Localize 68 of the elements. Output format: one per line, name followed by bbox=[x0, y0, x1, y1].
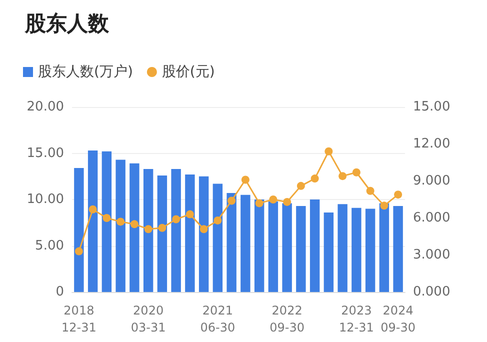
point bbox=[130, 220, 138, 228]
point bbox=[228, 196, 236, 205]
y-tick-label: 5.00 bbox=[35, 238, 64, 254]
bar bbox=[130, 163, 140, 292]
bar bbox=[379, 203, 390, 292]
point bbox=[310, 174, 319, 183]
bar bbox=[240, 194, 250, 292]
bar bbox=[338, 204, 348, 292]
y2-tick-label: 15.00 bbox=[413, 100, 450, 114]
legend-label: 股价(元) bbox=[162, 64, 215, 80]
bar bbox=[198, 176, 209, 292]
point bbox=[394, 190, 402, 199]
bar bbox=[268, 201, 278, 292]
bar bbox=[171, 168, 181, 292]
point bbox=[324, 147, 333, 156]
point bbox=[296, 182, 305, 190]
y-tick-label: 15.00 bbox=[26, 146, 64, 161]
point bbox=[380, 202, 388, 210]
chart-title: 股东人数 bbox=[24, 12, 110, 36]
point bbox=[186, 210, 194, 218]
point bbox=[241, 176, 250, 184]
x-tick-label: 2024 09-30 bbox=[380, 304, 416, 334]
point bbox=[172, 215, 180, 224]
y-tick-label: 0 bbox=[56, 284, 64, 300]
bar bbox=[310, 200, 320, 292]
bar bbox=[296, 206, 306, 292]
x-tick-label: 2022 09-30 bbox=[270, 304, 304, 334]
point bbox=[214, 216, 222, 224]
point bbox=[102, 214, 111, 222]
y2-tick-label: 6.000 bbox=[413, 210, 450, 226]
bar bbox=[116, 160, 126, 292]
y-tick-label: 10.00 bbox=[26, 192, 64, 207]
point bbox=[269, 196, 278, 204]
y2-tick-label: 3.000 bbox=[413, 248, 450, 262]
y2-tick-label: 12.00 bbox=[413, 136, 450, 152]
point bbox=[144, 225, 152, 234]
y2-tick-label: 0.000 bbox=[413, 284, 450, 300]
bar bbox=[157, 175, 168, 292]
point bbox=[255, 199, 264, 208]
legend-label: 股东人数(万户) bbox=[38, 64, 133, 80]
y2-tick-label: 9.000 bbox=[413, 174, 450, 188]
x-tick-label: 2020 03-31 bbox=[130, 304, 166, 334]
bar bbox=[212, 184, 223, 292]
bar bbox=[226, 193, 236, 292]
bar bbox=[324, 212, 334, 292]
x-tick-label: 2023 12-31 bbox=[339, 304, 374, 334]
point bbox=[352, 168, 360, 176]
bar bbox=[74, 168, 84, 292]
bar bbox=[185, 174, 195, 292]
x-tick-label: 2018 12-31 bbox=[62, 304, 96, 334]
bar bbox=[352, 208, 362, 292]
y-tick-label: 20.00 bbox=[26, 100, 64, 114]
point bbox=[283, 198, 292, 206]
x-tick-label: 2021 06-30 bbox=[200, 304, 236, 334]
point bbox=[88, 205, 97, 214]
point bbox=[366, 186, 374, 195]
bar bbox=[254, 200, 264, 292]
point bbox=[338, 172, 347, 180]
bar bbox=[282, 203, 292, 292]
point bbox=[74, 247, 83, 256]
bar bbox=[143, 168, 154, 292]
bar bbox=[365, 208, 376, 292]
point bbox=[116, 218, 125, 226]
point bbox=[158, 224, 166, 232]
bar bbox=[393, 206, 403, 292]
point bbox=[200, 225, 208, 234]
bar bbox=[88, 150, 98, 292]
bar bbox=[102, 151, 112, 292]
